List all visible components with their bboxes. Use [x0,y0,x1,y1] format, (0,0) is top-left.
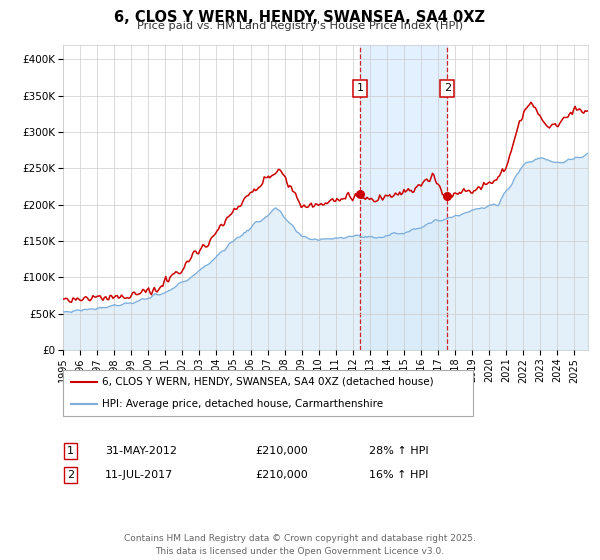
Text: 6, CLOS Y WERN, HENDY, SWANSEA, SA4 0XZ: 6, CLOS Y WERN, HENDY, SWANSEA, SA4 0XZ [115,10,485,25]
Text: 1: 1 [356,83,364,94]
Text: 6, CLOS Y WERN, HENDY, SWANSEA, SA4 0XZ (detached house): 6, CLOS Y WERN, HENDY, SWANSEA, SA4 0XZ … [102,376,434,386]
Text: 31-MAY-2012: 31-MAY-2012 [105,446,177,456]
Text: Price paid vs. HM Land Registry's House Price Index (HPI): Price paid vs. HM Land Registry's House … [137,21,463,31]
Text: 16% ↑ HPI: 16% ↑ HPI [369,470,428,480]
Text: £210,000: £210,000 [255,446,308,456]
Text: £210,000: £210,000 [255,470,308,480]
Bar [360,45,447,350]
Text: 1: 1 [67,446,74,456]
Text: 2: 2 [67,470,74,480]
Text: 28% ↑ HPI: 28% ↑ HPI [369,446,428,456]
Text: 2: 2 [443,83,451,94]
FancyBboxPatch shape [63,370,473,416]
Text: 11-JUL-2017: 11-JUL-2017 [105,470,173,480]
Text: HPI: Average price, detached house, Carmarthenshire: HPI: Average price, detached house, Carm… [102,399,383,409]
Text: Contains HM Land Registry data © Crown copyright and database right 2025.
This d: Contains HM Land Registry data © Crown c… [124,534,476,556]
